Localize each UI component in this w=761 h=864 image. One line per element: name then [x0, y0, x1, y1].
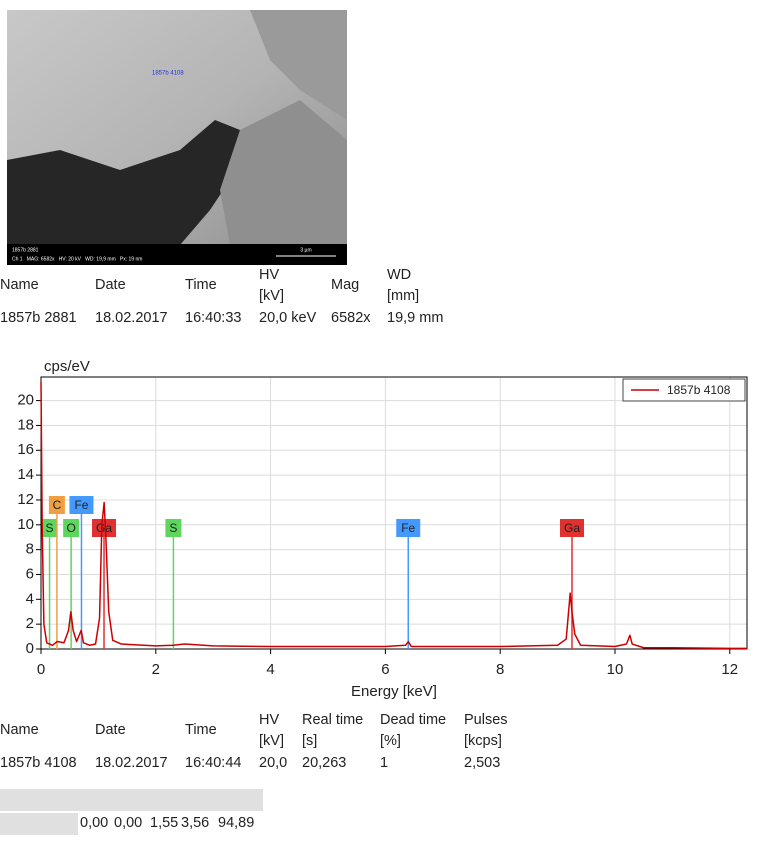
y-axis-label: cps/eV — [44, 358, 90, 375]
table-cell: 19,9 mm — [387, 310, 444, 326]
sem-label: 1857b 4108 — [152, 71, 184, 77]
y-tick-label: 12 — [17, 491, 34, 508]
spectrum-line — [40, 381, 747, 650]
sem-footer-text: 1857b 2881 — [12, 247, 39, 253]
table-header: Date — [95, 277, 126, 293]
sem-region — [220, 100, 347, 245]
y-tick-label: 16 — [17, 441, 34, 458]
x-tick-label: 4 — [266, 661, 274, 678]
element-label: O — [66, 521, 75, 535]
x-tick-label: 10 — [607, 661, 624, 678]
x-tick-label: 12 — [721, 661, 738, 678]
y-tick-label: 10 — [17, 516, 34, 533]
table-cell: 1 — [380, 755, 389, 771]
y-tick-label: 6 — [26, 565, 34, 582]
x-tick-label: 0 — [37, 661, 45, 678]
element-label: S — [169, 521, 177, 535]
plot-area — [41, 377, 747, 649]
element-label-bg — [41, 519, 58, 537]
table-cell: 0,00 — [80, 815, 109, 831]
table-header: [mm] — [387, 288, 420, 304]
table-header: Name — [0, 277, 39, 293]
results-row-bg — [0, 813, 78, 835]
table-header: [s] — [302, 733, 318, 749]
table-cell: 1,55 — [150, 815, 179, 831]
y-tick-label: 4 — [26, 590, 34, 607]
table-header: Real time — [302, 712, 364, 728]
y-tick-label: 8 — [26, 541, 34, 558]
element-label: Ga — [564, 521, 580, 535]
table-cell: 16:40:44 — [185, 755, 242, 771]
table-cell: 94,89 — [218, 815, 255, 831]
table-cell: 2,503 — [464, 755, 501, 771]
table-header: Date — [95, 722, 126, 738]
sem-footer-text: Ch 1 MAG: 6582x HV: 20 kV WD: 19,9 mm Px… — [12, 256, 142, 262]
table-header: [kV] — [259, 288, 284, 304]
x-tick-label: 8 — [496, 661, 504, 678]
table-header: Time — [185, 277, 217, 293]
table-cell: 16:40:33 — [185, 310, 242, 326]
table-header: HV — [259, 712, 280, 728]
plot-frame — [40, 376, 748, 650]
table-header: Mag — [331, 277, 360, 293]
element-label: C — [53, 498, 62, 512]
y-tick-label: 20 — [17, 392, 34, 409]
element-label-bg — [63, 519, 80, 537]
legend-label: 1857b 4108 — [667, 383, 731, 397]
table-cell: 0,00 — [114, 815, 143, 831]
element-label: Fe — [401, 521, 415, 535]
legend-box — [622, 378, 746, 402]
element-label: S — [46, 521, 54, 535]
results-header-bg — [0, 789, 263, 811]
table-cell: 20,0 — [259, 755, 288, 771]
table-header: Dead time — [380, 712, 447, 728]
table-cell: 1857b 4108 — [0, 755, 77, 771]
x-tick-label: 2 — [152, 661, 160, 678]
element-label-bg — [92, 519, 117, 537]
table-cell: 3,56 — [181, 815, 210, 831]
element-label-bg — [69, 496, 94, 514]
element-label-bg — [48, 496, 65, 514]
y-tick-label: 14 — [17, 466, 34, 483]
sem-dark-region — [7, 120, 240, 245]
y-tick-label: 0 — [26, 640, 34, 657]
table-header: Time — [185, 722, 217, 738]
x-tick-label: 6 — [381, 661, 389, 678]
table-header: HV — [259, 267, 280, 283]
table-header: Pulses — [464, 712, 508, 728]
table-cell: 20,263 — [302, 755, 347, 771]
table-cell: 18.02.2017 — [95, 755, 168, 771]
table-header: [kV] — [259, 733, 284, 749]
table-cell: 20,0 keV — [259, 310, 317, 326]
sem-image: 1857b 4108 1857b 2881 Ch 1 MAG: 6582x HV… — [7, 10, 347, 265]
element-label: Fe — [74, 498, 88, 512]
element-label: Ga — [96, 521, 112, 535]
y-tick-label: 2 — [26, 615, 34, 632]
table-cell: 6582x — [331, 310, 371, 326]
table-header: WD — [387, 267, 412, 283]
element-label-bg — [165, 519, 182, 537]
scale-bar-label: 3 µm — [300, 247, 311, 253]
table-header: [%] — [380, 733, 401, 749]
sem-footer — [7, 244, 347, 265]
element-label-bg — [559, 519, 584, 537]
element-label-bg — [396, 519, 421, 537]
table-header: [kcps] — [464, 733, 502, 749]
y-tick-label: 18 — [17, 416, 34, 433]
table-cell: 18.02.2017 — [95, 310, 168, 326]
x-axis-label: Energy [keV] — [351, 683, 437, 700]
table-cell: 1857b 2881 — [0, 310, 77, 326]
sem-region — [250, 10, 347, 120]
table-header: Name — [0, 722, 39, 738]
